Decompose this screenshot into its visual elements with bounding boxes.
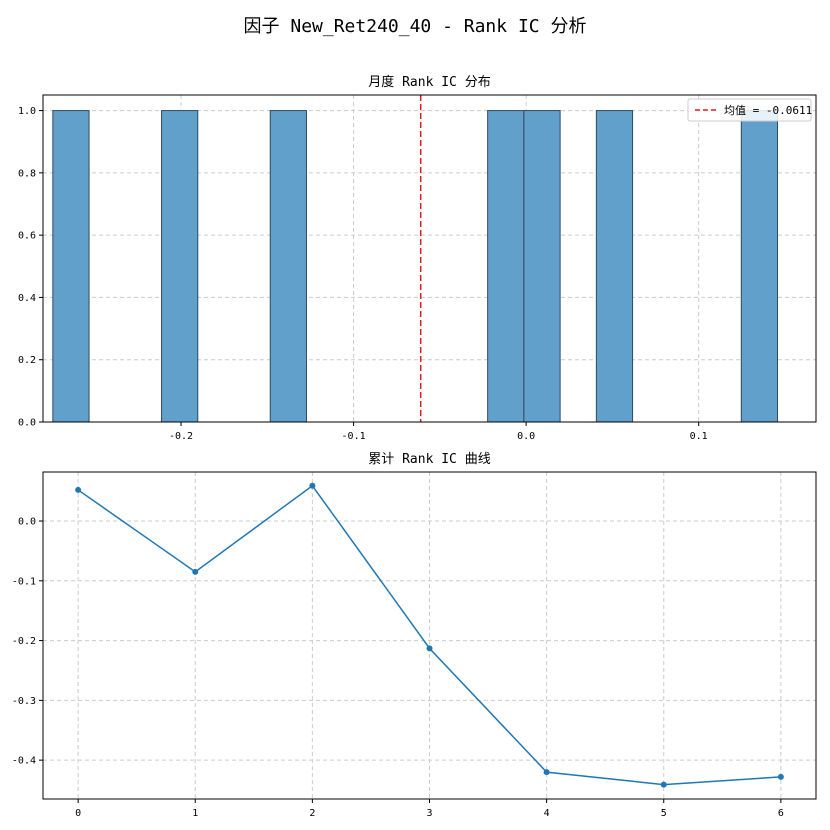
histogram-x-tick-label: 0.0	[517, 431, 535, 442]
histogram-y-ticks: 0.0 0.2 0.4 0.6 0.8 1.0	[18, 106, 43, 429]
histogram-bar	[52, 110, 90, 423]
histogram-y-tick-label: 0.8	[18, 168, 36, 179]
histogram-bar	[595, 110, 634, 423]
histogram-y-tick-label: 0.6	[18, 231, 36, 242]
line-chart-y-tick-label: -0.2	[12, 636, 36, 647]
legend-box	[687, 98, 812, 122]
histogram-x-tick-label: -0.2	[169, 431, 193, 442]
histogram-bar	[740, 110, 779, 423]
histogram-chart: 月度 Rank IC 分布 -0.2 -0.1 0.0 0.1 0.00.20.40.…	[18, 74, 817, 442]
histogram-legend: 均值 = -0.0611	[687, 98, 812, 122]
line-chart-y-ticks: 0.0 -0.1 -0.2 -0.3 -0.4	[12, 517, 43, 767]
histogram-bar	[161, 110, 199, 423]
line-chart-y-tick-label: -0.1	[12, 576, 36, 587]
histogram-x-tick-label: 0.1	[690, 431, 708, 442]
line-chart-y-tick-label: 0.0	[18, 517, 36, 528]
line-chart-grid	[43, 472, 816, 799]
line-chart-x-tick-label: 2	[309, 808, 315, 819]
line-chart-y-tick-label: -0.3	[12, 696, 36, 707]
cumulative-ic-point	[426, 645, 433, 652]
histogram-y-tick-label: 0.4	[18, 293, 36, 304]
line-chart-x-tick-label: 5	[661, 808, 667, 819]
histogram-y-tick-label: 0.0	[18, 418, 36, 429]
line-chart-x-tick-label: 6	[778, 808, 784, 819]
histogram-title: 月度 Rank IC 分布	[368, 74, 490, 90]
cumulative-line-chart: 累计 Rank IC 曲线 0 1 2 3 4 5 6 0.0 -0.1 -0.2 -0.3 -0.…	[12, 452, 817, 819]
cumulative-ic-point	[660, 781, 667, 788]
line-chart-x-ticks: 0 1 2 3 4 5 6	[75, 799, 784, 819]
histogram-bar	[523, 110, 561, 423]
histogram-bars	[52, 110, 779, 423]
cumulative-ic-point	[309, 482, 316, 489]
histogram-x-ticks: -0.2 -0.1 0.0 0.1	[169, 422, 708, 442]
cumulative-ic-point	[543, 769, 550, 776]
cumulative-ic-point	[777, 773, 784, 780]
histogram-frame	[42, 94, 817, 423]
histogram-bar	[269, 110, 307, 423]
line-chart-title: 累计 Rank IC 曲线	[368, 452, 490, 467]
histogram-x-tick-label: -0.1	[342, 431, 366, 442]
histogram-y-tick-label: 1.0	[18, 106, 36, 117]
line-chart-y-tick-label: -0.4	[12, 756, 36, 767]
histogram-bar	[487, 110, 525, 423]
legend-label: 均值 = -0.0611	[724, 104, 812, 117]
cumulative-ic-point	[192, 568, 199, 575]
histogram-y-tick-label: 0.2	[18, 355, 36, 366]
figure-title: 因子 New_Ret240_40 - Rank IC 分析	[243, 16, 587, 37]
line-chart-x-tick-label: 0	[75, 808, 81, 819]
cumulative-ic-points	[75, 482, 784, 788]
line-chart-x-tick-label: 1	[192, 808, 198, 819]
line-chart-x-tick-label: 3	[426, 808, 432, 819]
cumulative-ic-point	[75, 486, 82, 493]
histogram-grid	[43, 95, 816, 423]
line-chart-x-tick-label: 4	[544, 808, 550, 819]
